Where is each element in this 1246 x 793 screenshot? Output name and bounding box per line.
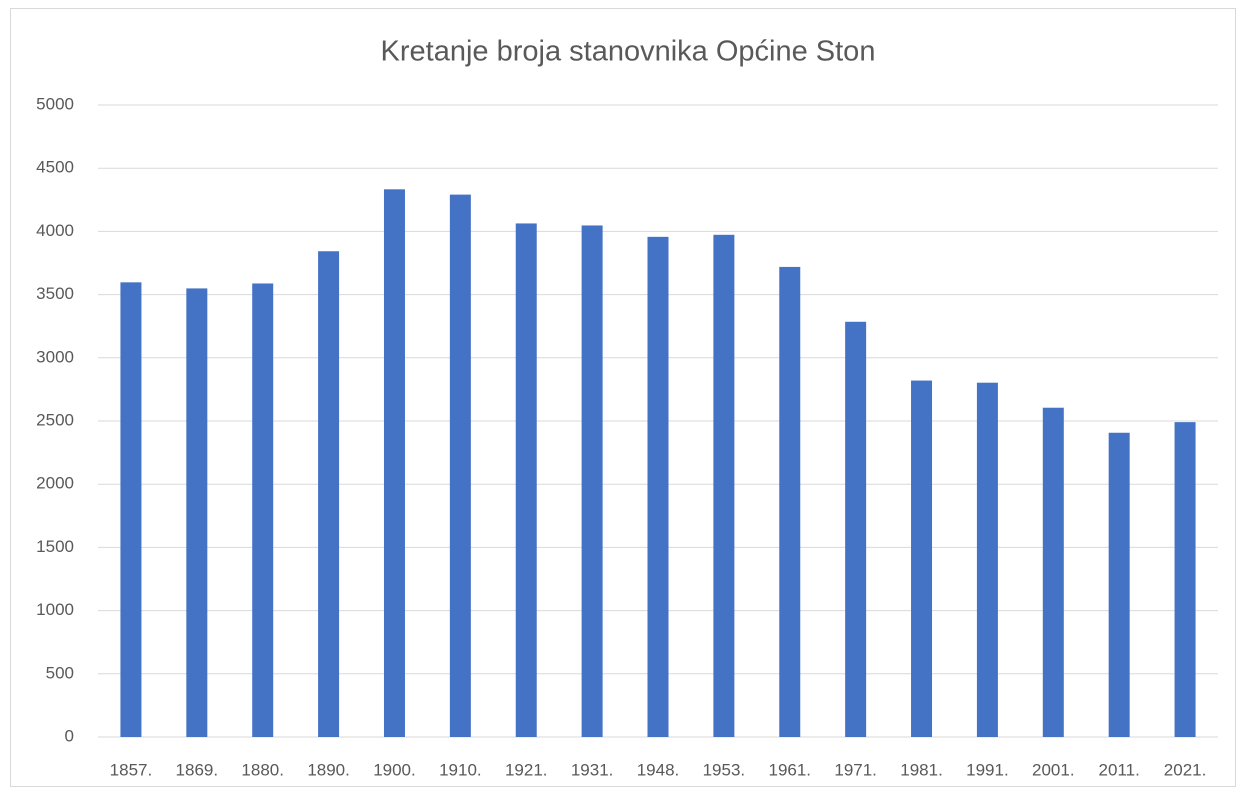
x-tick-label: 2021. <box>1164 760 1207 779</box>
bar <box>911 380 933 737</box>
bar <box>1042 407 1064 737</box>
x-tick-label: 1953. <box>703 760 746 779</box>
x-tick-label: 1931. <box>571 760 614 779</box>
bar <box>647 236 669 737</box>
bar <box>120 282 142 737</box>
bar <box>1108 432 1130 737</box>
bar <box>186 288 208 737</box>
x-tick-label: 2001. <box>1032 760 1075 779</box>
x-tick-label: 1890. <box>307 760 350 779</box>
y-tick-label: 3000 <box>36 347 74 366</box>
x-tick-label: 1921. <box>505 760 548 779</box>
y-tick-label: 500 <box>46 663 74 682</box>
x-tick-label: 1880. <box>241 760 284 779</box>
y-tick-label: 4500 <box>36 158 74 177</box>
x-tick-label: 2011. <box>1099 760 1140 779</box>
bar <box>515 223 537 738</box>
x-tick-label: 1869. <box>176 760 219 779</box>
x-tick-label: 1991. <box>966 760 1009 779</box>
bar <box>713 234 735 737</box>
x-tick-label: 1910. <box>439 760 482 779</box>
bar <box>581 225 603 737</box>
bar <box>252 283 274 737</box>
y-tick-label: 4000 <box>36 221 74 240</box>
y-tick-label: 5000 <box>36 94 74 113</box>
y-tick-label: 3500 <box>36 284 74 303</box>
x-tick-label: 1971. <box>834 760 877 779</box>
x-tick-label: 1961. <box>768 760 811 779</box>
y-tick-label: 1000 <box>36 600 74 619</box>
y-tick-label: 2500 <box>36 410 74 429</box>
y-tick-label: 1500 <box>36 537 74 556</box>
chart-title: Kretanje broja stanovnika Općine Ston <box>381 36 876 68</box>
x-tick-label: 1948. <box>637 760 680 779</box>
y-tick-label: 0 <box>65 726 74 745</box>
x-tick-label: 1981. <box>900 760 943 779</box>
bar <box>976 382 998 737</box>
bar <box>383 189 405 737</box>
bar <box>449 194 471 737</box>
bar <box>845 321 867 737</box>
bar <box>779 266 801 737</box>
chart-border <box>10 8 1236 787</box>
x-tick-label: 1900. <box>373 760 416 779</box>
bar <box>1174 422 1196 737</box>
bar <box>318 251 340 737</box>
x-tick-label: 1857. <box>110 760 153 779</box>
y-tick-label: 2000 <box>36 474 74 493</box>
